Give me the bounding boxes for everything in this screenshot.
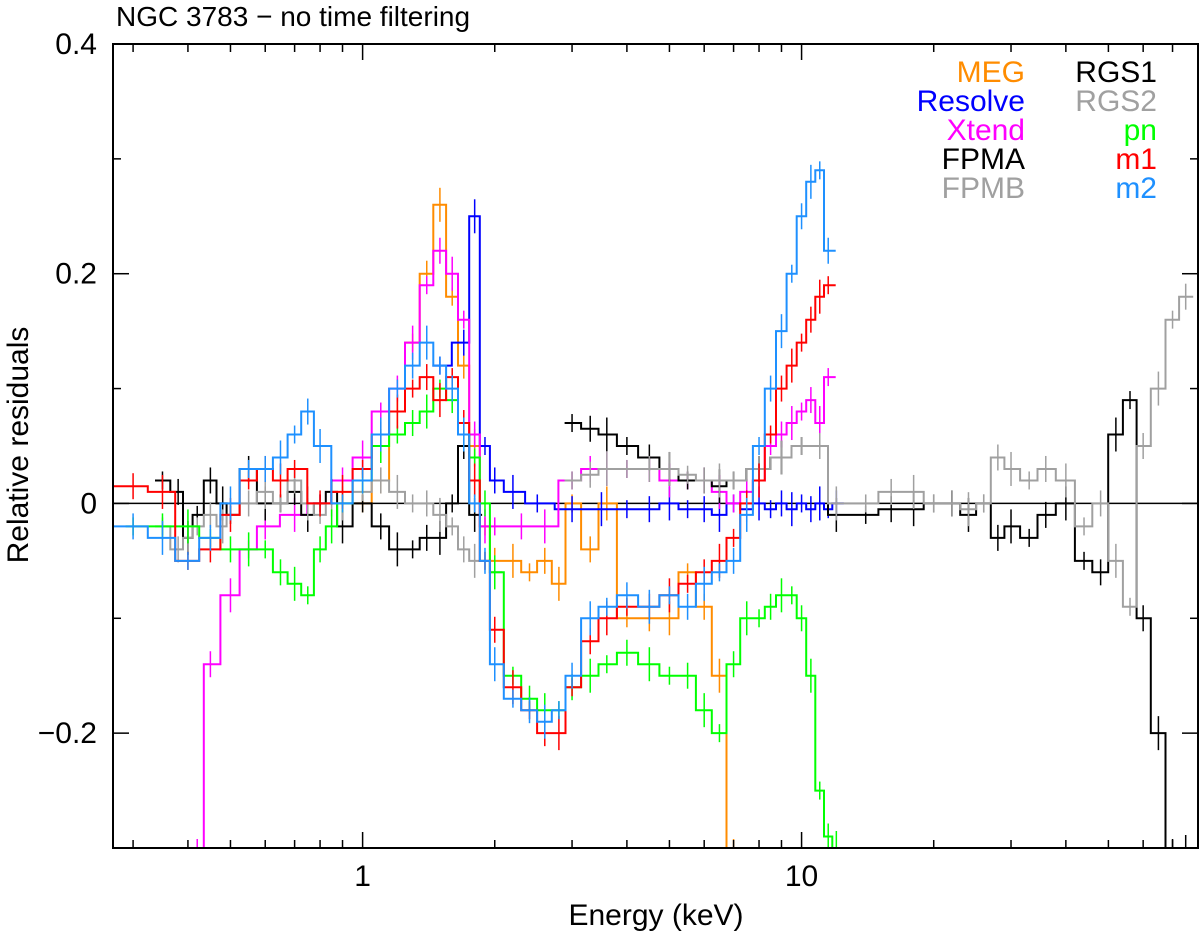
y-tick-label: −0.2: [38, 717, 97, 750]
plot-content: [113, 161, 1198, 848]
y-axis-label: Relative residuals: [2, 327, 35, 564]
series-line-m2: [113, 169, 836, 723]
x-tick-label: 1: [354, 860, 371, 893]
series-m2: [113, 161, 836, 739]
legend-item-resolve: Resolve: [917, 85, 1025, 118]
y-axis: 0.4 0.2 0 −0.2: [38, 28, 1198, 849]
y-tick-label: 0.4: [55, 28, 97, 61]
series-line-pn: [125, 387, 844, 848]
series-line-rgs2: [155, 479, 503, 574]
series-line-fpmb: [564, 295, 1194, 608]
legend-item-fpma: FPMA: [942, 143, 1025, 176]
legend-item-rgs1: RGS1: [1075, 56, 1157, 89]
legend-item-pn: pn: [1124, 114, 1157, 147]
series-xtend: [189, 237, 836, 848]
legend-item-m2: m2: [1115, 172, 1157, 205]
legend-item-xtend: Xtend: [947, 114, 1025, 147]
x-axis-label: Energy (keV): [568, 899, 743, 932]
legend-item-m1: m1: [1115, 143, 1157, 176]
plot-frame: [112, 43, 1199, 849]
legend-item-meg: MEG: [957, 56, 1025, 89]
legend-item-rgs2: RGS2: [1075, 85, 1157, 118]
plot-area: [113, 161, 1198, 848]
x-axis: 1 10: [132, 44, 1199, 893]
series-line-m1: [113, 284, 836, 735]
y-tick-label: 0: [80, 487, 97, 520]
series-line-resolve: [432, 215, 844, 516]
y-tick-label: 0.2: [55, 258, 97, 291]
series-meg: [355, 187, 742, 848]
series-line-fpma: [564, 399, 1194, 848]
x-tick-label: 10: [785, 860, 818, 893]
series-fpma: [564, 391, 1194, 848]
chart-title: NGC 3783 − no time filtering: [116, 1, 470, 32]
series-fpmb: [564, 283, 1194, 616]
legend-item-fpmb: FPMB: [942, 172, 1025, 205]
series-resolve: [432, 199, 844, 532]
series-line-rgs1: [155, 445, 483, 551]
series-rgs1: [155, 433, 483, 567]
